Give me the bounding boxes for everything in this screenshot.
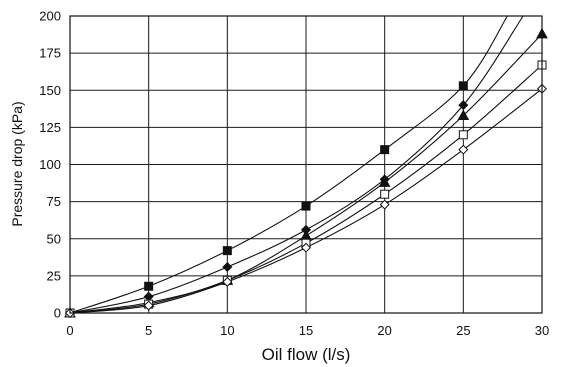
y-tick-label: 0 bbox=[54, 306, 61, 321]
y-tick-label: 25 bbox=[47, 268, 61, 283]
y-tick-label: 150 bbox=[39, 83, 61, 98]
data-point-filled-square bbox=[380, 145, 390, 155]
y-tick-label: 200 bbox=[39, 9, 61, 24]
data-point-open-square bbox=[380, 189, 390, 199]
x-tick-label: 30 bbox=[535, 323, 549, 338]
y-tick-label: 100 bbox=[39, 157, 61, 172]
data-point-filled-square bbox=[458, 81, 468, 91]
data-point-open-diamond bbox=[222, 276, 233, 287]
data-point-open-diamond bbox=[143, 300, 154, 311]
data-point-filled-diamond bbox=[222, 261, 233, 272]
y-axis-title: Pressure drop (kPa) bbox=[9, 101, 25, 226]
x-tick-label: 25 bbox=[456, 323, 470, 338]
x-tick-label: 15 bbox=[299, 323, 313, 338]
y-tick-label: 175 bbox=[39, 46, 61, 61]
x-tick-label: 10 bbox=[220, 323, 234, 338]
x-tick-label: 0 bbox=[66, 323, 73, 338]
x-tick-labels: 0 5 10 15 20 25 30 bbox=[66, 323, 549, 338]
y-tick-labels: 0 25 50 75 100 125 150 175 200 bbox=[39, 9, 61, 321]
data-point-filled-triangle bbox=[378, 176, 391, 187]
x-tick-label: 5 bbox=[145, 323, 152, 338]
data-point-filled-diamond bbox=[458, 100, 469, 111]
data-point-open-diamond bbox=[300, 242, 312, 253]
data-point-open-diamond bbox=[379, 199, 390, 210]
x-axis-title: Oil flow (l/s) bbox=[262, 345, 351, 364]
data-point-filled-square bbox=[144, 281, 154, 291]
x-tick-label: 20 bbox=[377, 323, 391, 338]
grid bbox=[70, 16, 542, 313]
y-tick-label: 75 bbox=[47, 194, 61, 209]
data-point-open-diamond bbox=[458, 144, 469, 155]
y-tick-label: 50 bbox=[47, 231, 61, 246]
data-point-filled-square bbox=[301, 201, 311, 211]
data-point-filled-triangle bbox=[457, 109, 470, 120]
plot-frame bbox=[69, 15, 543, 314]
data-point-open-square bbox=[458, 130, 468, 140]
data-point-filled-square bbox=[222, 246, 232, 256]
y-tick-label: 125 bbox=[39, 120, 61, 135]
